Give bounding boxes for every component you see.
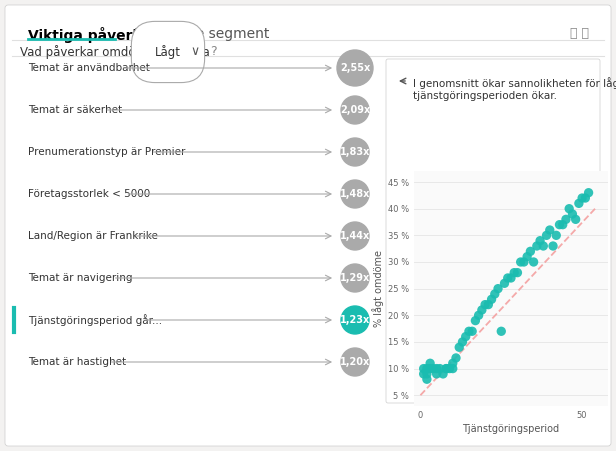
- Text: Prenumerationstyp är Premier: Prenumerationstyp är Premier: [28, 147, 185, 157]
- Point: [438, 370, 448, 377]
- Point: [432, 370, 442, 377]
- Text: Lågt: Lågt: [155, 45, 181, 59]
- Text: Viktigaste segment: Viktigaste segment: [135, 27, 269, 41]
- Point: [445, 365, 455, 372]
- FancyBboxPatch shape: [386, 59, 600, 403]
- Text: Företagsstorlek < 5000: Företagsstorlek < 5000: [28, 189, 150, 199]
- Text: Temat är hastighet: Temat är hastighet: [28, 357, 126, 367]
- Point: [490, 290, 500, 298]
- Point: [519, 258, 529, 266]
- Text: Land/Region är Frankrike: Land/Region är Frankrike: [28, 231, 158, 241]
- Point: [464, 328, 474, 335]
- Point: [487, 296, 496, 303]
- Text: I genomsnitt ökar sannolikheten för lågt omdöme när
tjänstgöringsperioden ökar.: I genomsnitt ökar sannolikheten för lågt…: [413, 77, 616, 101]
- Point: [567, 211, 577, 218]
- Point: [477, 306, 487, 313]
- Text: 👍 👎: 👍 👎: [570, 27, 589, 40]
- Point: [584, 189, 594, 196]
- Point: [500, 280, 509, 287]
- Point: [425, 365, 435, 372]
- Point: [564, 205, 574, 212]
- Point: [545, 226, 555, 234]
- Point: [577, 194, 587, 202]
- Circle shape: [341, 306, 369, 334]
- Text: ?: ?: [210, 45, 217, 58]
- Text: 2,55x: 2,55x: [340, 63, 370, 73]
- Point: [551, 232, 561, 239]
- Point: [516, 258, 525, 266]
- Circle shape: [341, 180, 369, 208]
- Circle shape: [341, 222, 369, 250]
- Text: 1,20x: 1,20x: [340, 357, 370, 367]
- Point: [580, 194, 590, 202]
- Point: [558, 221, 568, 228]
- Point: [484, 301, 493, 308]
- Point: [496, 328, 506, 335]
- Text: Tjänstgöringsperiod går...: Tjänstgöringsperiod går...: [28, 314, 162, 326]
- Point: [525, 248, 535, 255]
- Point: [432, 365, 442, 372]
- Point: [574, 200, 584, 207]
- Point: [422, 365, 432, 372]
- Circle shape: [341, 96, 369, 124]
- Text: Temat är användbarhet: Temat är användbarhet: [28, 63, 150, 73]
- Point: [455, 344, 464, 351]
- Point: [529, 258, 538, 266]
- Point: [554, 221, 564, 228]
- Text: 1,83x: 1,83x: [340, 147, 370, 157]
- Point: [461, 333, 471, 340]
- Point: [513, 269, 522, 276]
- Point: [448, 359, 458, 367]
- Text: Temat är säkerhet: Temat är säkerhet: [28, 105, 122, 115]
- Point: [419, 370, 429, 377]
- Point: [532, 242, 542, 249]
- Point: [571, 216, 581, 223]
- Point: [506, 274, 516, 281]
- Text: ∨: ∨: [190, 45, 199, 58]
- Circle shape: [341, 264, 369, 292]
- Point: [451, 354, 461, 362]
- Point: [448, 365, 458, 372]
- Point: [419, 365, 429, 372]
- Point: [429, 365, 439, 372]
- Text: 1,44x: 1,44x: [340, 231, 370, 241]
- X-axis label: Tjänstgöringsperiod: Tjänstgöringsperiod: [463, 424, 559, 434]
- Text: Vad påverkar omdömet att vara: Vad påverkar omdömet att vara: [20, 45, 210, 59]
- Text: 1,48x: 1,48x: [340, 189, 370, 199]
- Point: [541, 232, 551, 239]
- Point: [422, 370, 432, 377]
- Point: [561, 216, 571, 223]
- Point: [468, 328, 477, 335]
- Point: [538, 242, 548, 249]
- Point: [422, 376, 432, 383]
- Y-axis label: % lågt omdöme: % lågt omdöme: [372, 250, 384, 327]
- Point: [522, 253, 532, 260]
- Circle shape: [341, 138, 369, 166]
- Point: [548, 242, 558, 249]
- FancyBboxPatch shape: [5, 5, 611, 446]
- Point: [471, 317, 480, 324]
- Point: [535, 237, 545, 244]
- Point: [509, 269, 519, 276]
- Text: Temat är navigering: Temat är navigering: [28, 273, 132, 283]
- Circle shape: [337, 50, 373, 86]
- Point: [458, 338, 468, 345]
- Point: [493, 285, 503, 292]
- Point: [474, 312, 484, 319]
- Text: 1,23x: 1,23x: [340, 315, 370, 325]
- Text: 2,09x: 2,09x: [340, 105, 370, 115]
- Point: [442, 365, 452, 372]
- Point: [480, 301, 490, 308]
- Point: [425, 359, 435, 367]
- Point: [435, 365, 445, 372]
- Point: [503, 274, 513, 281]
- Text: Viktiga påverkare: Viktiga påverkare: [28, 27, 168, 43]
- Text: 1,29x: 1,29x: [340, 273, 370, 283]
- Circle shape: [341, 348, 369, 376]
- Point: [442, 365, 452, 372]
